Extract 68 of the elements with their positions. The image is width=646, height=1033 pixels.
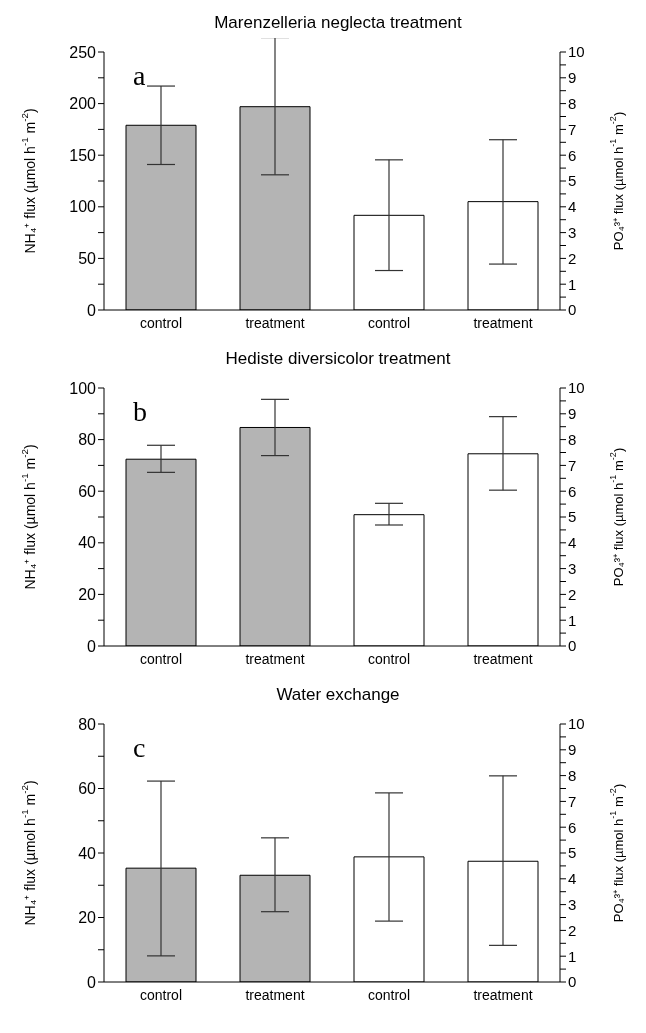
- x-tick-label: treatment: [473, 314, 533, 331]
- x-tick-label: control: [139, 314, 183, 331]
- x-tick-label: control: [367, 650, 411, 667]
- y-tick-label: 40: [78, 844, 97, 862]
- y-tick-label: 100: [69, 198, 97, 216]
- y-tick-label: 50: [78, 250, 97, 268]
- y2-tick-label: 0: [568, 637, 577, 655]
- y2-tick-label: 3: [568, 895, 577, 913]
- y-tick-label: 0: [87, 973, 97, 991]
- annotation: a: [133, 60, 146, 92]
- y-tick-label: 80: [78, 715, 97, 733]
- y2-tick-label: 3: [568, 559, 577, 577]
- chart-title: Hediste diversicolor treatment: [224, 348, 452, 370]
- y2-tick-label: 3: [568, 223, 577, 241]
- y-tick-label: 0: [87, 301, 97, 319]
- y-tick-label: 20: [78, 586, 97, 604]
- y2-tick-label: 0: [568, 301, 577, 319]
- y-tick-label: 200: [69, 95, 97, 113]
- y2-tick-label: 5: [568, 844, 577, 862]
- y-tick-label: 100: [69, 379, 97, 397]
- y2-tick-label: 9: [568, 69, 577, 87]
- y2-tick-label: 6: [568, 482, 577, 500]
- y-tick-label: 20: [78, 909, 97, 927]
- x-tick-label: control: [367, 314, 411, 331]
- y2-tick-label: 10: [568, 43, 585, 61]
- y2-tick-label: 1: [568, 611, 577, 629]
- y2-tick-label: 2: [568, 921, 577, 939]
- y2-tick-label: 2: [568, 249, 577, 267]
- y2-tick-label: 7: [568, 792, 577, 810]
- y-tick-label: 250: [69, 43, 97, 61]
- y2-tick-label: 10: [568, 379, 585, 397]
- x-tick-label: treatment: [473, 986, 533, 1003]
- y2-tick-label: 5: [568, 508, 577, 526]
- annotation: c: [133, 732, 146, 764]
- y-tick-label: 40: [78, 534, 97, 552]
- y2-tick-label: 4: [568, 198, 577, 216]
- y2-tick-label: 9: [568, 405, 577, 423]
- annotation: b: [133, 396, 147, 428]
- x-tick-label: control: [139, 650, 183, 667]
- y2-tick-label: 2: [568, 585, 577, 603]
- y2-tick-label: 4: [568, 534, 577, 552]
- y-tick-label: 60: [78, 780, 97, 798]
- y-tick-label: 60: [78, 482, 97, 500]
- y-tick-label: 0: [87, 637, 97, 655]
- y-tick-label: 150: [69, 146, 97, 164]
- y2-tick-label: 5: [568, 172, 577, 190]
- x-tick-label: treatment: [245, 314, 305, 331]
- y2-tick-label: 10: [568, 715, 585, 733]
- x-tick-label: control: [139, 986, 183, 1003]
- y2-tick-label: 0: [568, 973, 577, 991]
- y2-tick-label: 9: [568, 741, 577, 759]
- y2-tick-label: 7: [568, 456, 577, 474]
- y2-tick-label: 7: [568, 120, 577, 138]
- x-tick-label: treatment: [473, 650, 533, 667]
- chart-title: Marenzelleria neglecta treatment: [213, 12, 463, 34]
- x-tick-label: treatment: [245, 650, 305, 667]
- y2-tick-label: 1: [568, 947, 577, 965]
- chart-title: Water exchange: [275, 684, 401, 706]
- y2-tick-label: 6: [568, 146, 577, 164]
- x-tick-label: control: [367, 986, 411, 1003]
- y2-tick-label: 4: [568, 870, 577, 888]
- y2-tick-label: 6: [568, 818, 577, 836]
- y-tick-label: 80: [78, 431, 97, 449]
- y2-tick-label: 8: [568, 430, 577, 448]
- y2-tick-label: 1: [568, 275, 577, 293]
- y2-tick-label: 8: [568, 94, 577, 112]
- x-tick-label: treatment: [245, 986, 305, 1003]
- y2-tick-label: 8: [568, 766, 577, 784]
